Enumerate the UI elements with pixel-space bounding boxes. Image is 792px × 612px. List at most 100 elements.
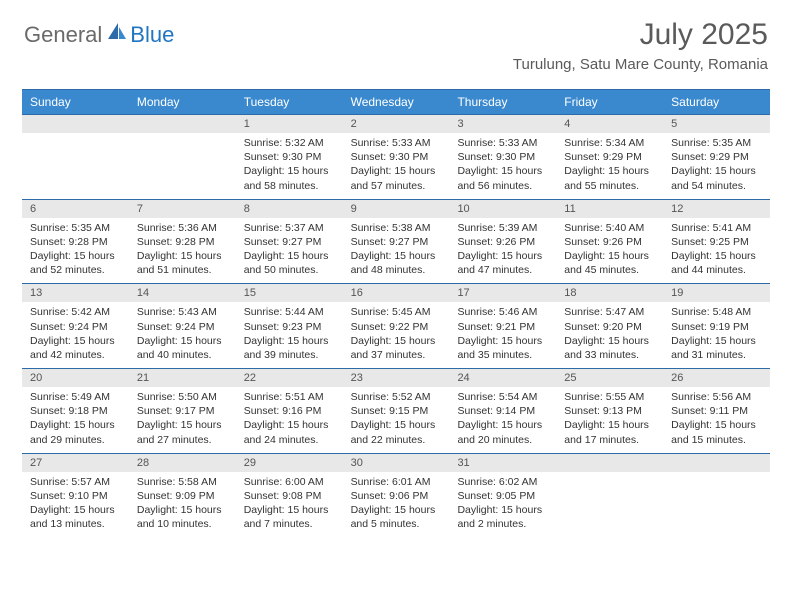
day-dl1: Daylight: 15 hours [671,418,764,432]
day-dl2: and 54 minutes. [671,179,764,193]
day-dl2: and 47 minutes. [457,263,550,277]
day-sr: Sunrise: 5:36 AM [137,221,230,235]
day-number: 2 [343,115,450,133]
day-content [22,133,129,193]
day-cell: 30Sunrise: 6:01 AMSunset: 9:06 PMDayligh… [343,454,450,538]
day-sr: Sunrise: 5:44 AM [244,305,337,319]
day-number: 8 [236,200,343,218]
day-sr: Sunrise: 5:38 AM [351,221,444,235]
day-number: 29 [236,454,343,472]
week-row: 6Sunrise: 5:35 AMSunset: 9:28 PMDaylight… [22,199,770,284]
day-ss: Sunset: 9:27 PM [351,235,444,249]
logo: General Blue [24,22,174,48]
day-dl2: and 51 minutes. [137,263,230,277]
day-sr: Sunrise: 5:52 AM [351,390,444,404]
day-cell: 8Sunrise: 5:37 AMSunset: 9:27 PMDaylight… [236,200,343,284]
day-dl1: Daylight: 15 hours [564,249,657,263]
day-number: 17 [449,284,556,302]
day-dl2: and 5 minutes. [351,517,444,531]
day-dl2: and 2 minutes. [457,517,550,531]
day-content: Sunrise: 5:45 AMSunset: 9:22 PMDaylight:… [343,302,450,368]
day-number [129,115,236,133]
day-content: Sunrise: 5:50 AMSunset: 9:17 PMDaylight:… [129,387,236,453]
day-cell: 11Sunrise: 5:40 AMSunset: 9:26 PMDayligh… [556,200,663,284]
day-number: 13 [22,284,129,302]
day-sr: Sunrise: 5:41 AM [671,221,764,235]
day-number: 21 [129,369,236,387]
day-number: 12 [663,200,770,218]
day-cell: 14Sunrise: 5:43 AMSunset: 9:24 PMDayligh… [129,284,236,368]
day-content: Sunrise: 5:44 AMSunset: 9:23 PMDaylight:… [236,302,343,368]
location-text: Turulung, Satu Mare County, Romania [513,56,768,73]
day-dl1: Daylight: 15 hours [244,334,337,348]
day-dl2: and 31 minutes. [671,348,764,362]
day-number: 1 [236,115,343,133]
day-number [663,454,770,472]
day-dl2: and 50 minutes. [244,263,337,277]
day-ss: Sunset: 9:20 PM [564,320,657,334]
day-cell: 6Sunrise: 5:35 AMSunset: 9:28 PMDaylight… [22,200,129,284]
day-content: Sunrise: 5:33 AMSunset: 9:30 PMDaylight:… [449,133,556,199]
day-dl2: and 45 minutes. [564,263,657,277]
day-sr: Sunrise: 5:39 AM [457,221,550,235]
logo-text-general: General [24,22,102,48]
day-content: Sunrise: 5:36 AMSunset: 9:28 PMDaylight:… [129,218,236,284]
day-ss: Sunset: 9:09 PM [137,489,230,503]
day-dl1: Daylight: 15 hours [671,164,764,178]
day-content: Sunrise: 5:39 AMSunset: 9:26 PMDaylight:… [449,218,556,284]
day-dl1: Daylight: 15 hours [457,334,550,348]
day-dl1: Daylight: 15 hours [351,249,444,263]
title-block: July 2025 Turulung, Satu Mare County, Ro… [513,18,768,73]
day-number: 25 [556,369,663,387]
day-number: 15 [236,284,343,302]
day-content: Sunrise: 5:56 AMSunset: 9:11 PMDaylight:… [663,387,770,453]
day-cell: 21Sunrise: 5:50 AMSunset: 9:17 PMDayligh… [129,369,236,453]
day-content: Sunrise: 5:32 AMSunset: 9:30 PMDaylight:… [236,133,343,199]
day-dl2: and 52 minutes. [30,263,123,277]
day-ss: Sunset: 9:06 PM [351,489,444,503]
week-row: 13Sunrise: 5:42 AMSunset: 9:24 PMDayligh… [22,283,770,368]
day-dl2: and 56 minutes. [457,179,550,193]
day-ss: Sunset: 9:26 PM [564,235,657,249]
day-content: Sunrise: 5:41 AMSunset: 9:25 PMDaylight:… [663,218,770,284]
day-number: 4 [556,115,663,133]
day-cell [663,454,770,538]
day-number: 30 [343,454,450,472]
day-number: 27 [22,454,129,472]
day-dl2: and 35 minutes. [457,348,550,362]
day-cell: 4Sunrise: 5:34 AMSunset: 9:29 PMDaylight… [556,115,663,199]
day-ss: Sunset: 9:23 PM [244,320,337,334]
day-dl1: Daylight: 15 hours [351,503,444,517]
day-dl1: Daylight: 15 hours [244,249,337,263]
day-cell: 20Sunrise: 5:49 AMSunset: 9:18 PMDayligh… [22,369,129,453]
day-content [556,472,663,532]
day-sr: Sunrise: 5:48 AM [671,305,764,319]
month-title: July 2025 [513,18,768,52]
calendar: Sunday Monday Tuesday Wednesday Thursday… [22,89,770,537]
day-content: Sunrise: 5:38 AMSunset: 9:27 PMDaylight:… [343,218,450,284]
day-cell [129,115,236,199]
day-ss: Sunset: 9:11 PM [671,404,764,418]
day-sr: Sunrise: 5:43 AM [137,305,230,319]
day-number: 9 [343,200,450,218]
day-number: 31 [449,454,556,472]
day-cell: 29Sunrise: 6:00 AMSunset: 9:08 PMDayligh… [236,454,343,538]
day-sr: Sunrise: 5:37 AM [244,221,337,235]
day-cell [556,454,663,538]
day-content: Sunrise: 5:55 AMSunset: 9:13 PMDaylight:… [556,387,663,453]
day-sr: Sunrise: 5:46 AM [457,305,550,319]
day-content: Sunrise: 6:02 AMSunset: 9:05 PMDaylight:… [449,472,556,538]
day-cell: 26Sunrise: 5:56 AMSunset: 9:11 PMDayligh… [663,369,770,453]
day-cell: 23Sunrise: 5:52 AMSunset: 9:15 PMDayligh… [343,369,450,453]
day-cell: 15Sunrise: 5:44 AMSunset: 9:23 PMDayligh… [236,284,343,368]
day-sr: Sunrise: 5:56 AM [671,390,764,404]
day-content: Sunrise: 5:35 AMSunset: 9:29 PMDaylight:… [663,133,770,199]
day-cell [22,115,129,199]
day-dl1: Daylight: 15 hours [457,249,550,263]
day-dl2: and 58 minutes. [244,179,337,193]
day-dl2: and 33 minutes. [564,348,657,362]
day-dl1: Daylight: 15 hours [457,503,550,517]
day-dl2: and 39 minutes. [244,348,337,362]
day-ss: Sunset: 9:05 PM [457,489,550,503]
day-dl2: and 7 minutes. [244,517,337,531]
